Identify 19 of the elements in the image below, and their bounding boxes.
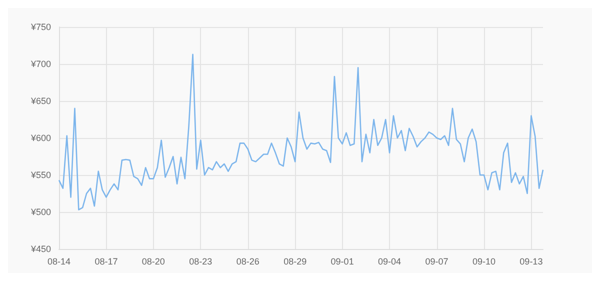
line-series bbox=[58, 54, 544, 210]
x-tick-label: 08-26 bbox=[236, 256, 260, 266]
x-tick-label: 08-29 bbox=[284, 256, 307, 266]
x-tick-label: 09-01 bbox=[330, 256, 354, 266]
y-tick-label: ¥450 bbox=[30, 244, 51, 254]
x-tick-label: 08-14 bbox=[47, 256, 71, 266]
x-tick-label: 09-13 bbox=[520, 256, 543, 266]
x-tick-label: 09-04 bbox=[378, 256, 402, 266]
x-tick-label: 09-07 bbox=[425, 256, 448, 266]
y-tick-label: ¥750 bbox=[30, 22, 51, 32]
y-tick-label: ¥500 bbox=[30, 207, 51, 217]
x-tick-label: 08-17 bbox=[94, 256, 118, 266]
y-tick-label: ¥650 bbox=[30, 96, 51, 106]
y-tick-label: ¥550 bbox=[30, 170, 51, 180]
x-tick-label: 09-10 bbox=[472, 256, 496, 266]
y-tick-label: ¥600 bbox=[30, 133, 51, 143]
x-tick-label: 08-23 bbox=[189, 256, 212, 266]
x-tick-label: 08-20 bbox=[142, 256, 165, 266]
y-tick-label: ¥700 bbox=[30, 59, 51, 69]
